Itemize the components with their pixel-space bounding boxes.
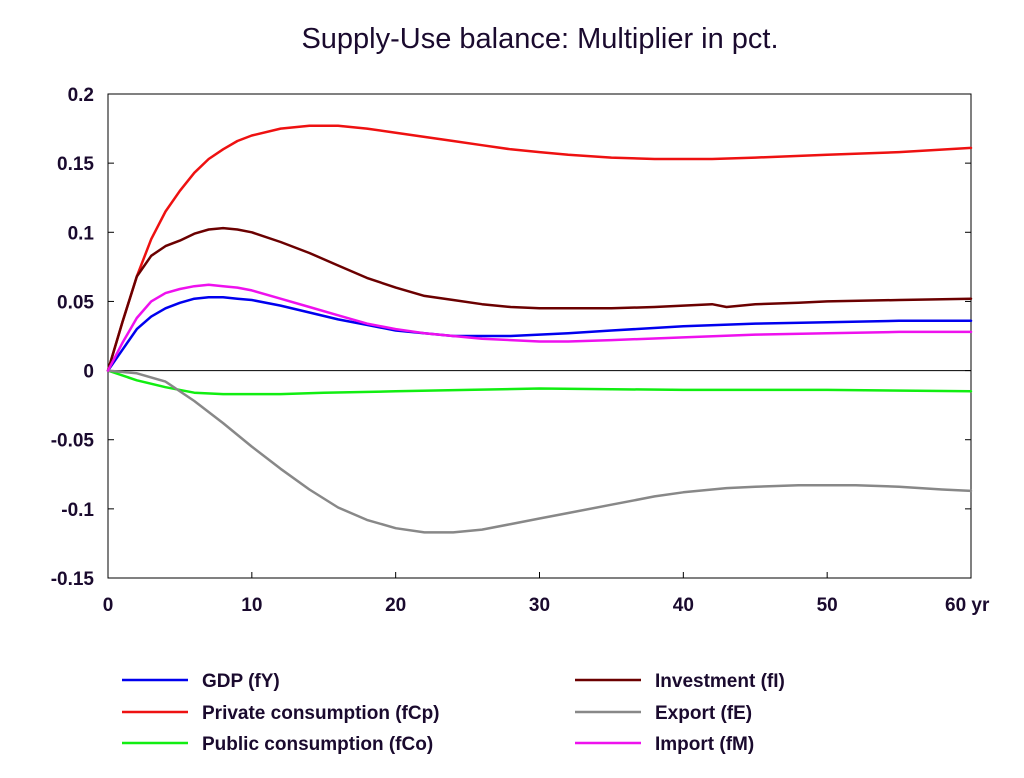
- legend: GDP (fY) Private consumption (fCp) Public …: [122, 671, 785, 755]
- x-tick-label: 10: [241, 595, 262, 616]
- y-tick-label: -0.15: [51, 569, 95, 590]
- legend-label: Investment (fI): [655, 671, 785, 692]
- x-tick-label: 30: [529, 595, 550, 616]
- legend-item: Public consumption (fCo): [122, 734, 433, 755]
- legend-label: Public consumption (fCo): [202, 734, 433, 755]
- chart-title: Supply-Use balance: Multiplier in pct.: [301, 23, 778, 55]
- legend-label: Private consumption (fCp): [202, 703, 440, 724]
- legend-label: Import (fM): [655, 734, 754, 755]
- series-line-4: [106, 369, 973, 534]
- y-tick-label: -0.1: [61, 500, 94, 521]
- y-tick-label: 0.15: [57, 154, 94, 175]
- x-tick-label: 60 yr: [945, 595, 990, 616]
- x-tick-label: 50: [817, 595, 838, 616]
- series-line-3: [106, 226, 973, 372]
- legend-item: Import (fM): [575, 734, 754, 755]
- series-line-2: [106, 369, 973, 396]
- legend-item: Private consumption (fCp): [122, 703, 440, 724]
- y-tick-label: 0.1: [68, 223, 95, 244]
- plot-lines: [106, 124, 973, 534]
- series-line-0: [106, 296, 973, 372]
- legend-item: GDP (fY): [122, 671, 280, 692]
- legend-item: Export (fE): [575, 703, 752, 724]
- y-tick-label: 0.05: [57, 292, 94, 313]
- series-line-5: [106, 283, 973, 372]
- series-line-1: [106, 124, 973, 372]
- y-tick-label: 0.2: [68, 85, 94, 106]
- legend-label: GDP (fY): [202, 671, 280, 692]
- y-tick-label: -0.05: [51, 431, 95, 452]
- axes: 0.2 0.15 0.1 0.05 0 -0.05 -0.1 -0.15 0 10 20 30 40 50…: [51, 85, 990, 616]
- plot-frame: [107, 93, 972, 579]
- x-tick-label: 40: [673, 595, 694, 616]
- y-tick-label: 0: [83, 362, 94, 383]
- legend-item: Investment (fI): [575, 671, 785, 692]
- x-tick-label: 0: [103, 595, 114, 616]
- x-tick-label: 20: [385, 595, 406, 616]
- legend-label: Export (fE): [655, 703, 752, 724]
